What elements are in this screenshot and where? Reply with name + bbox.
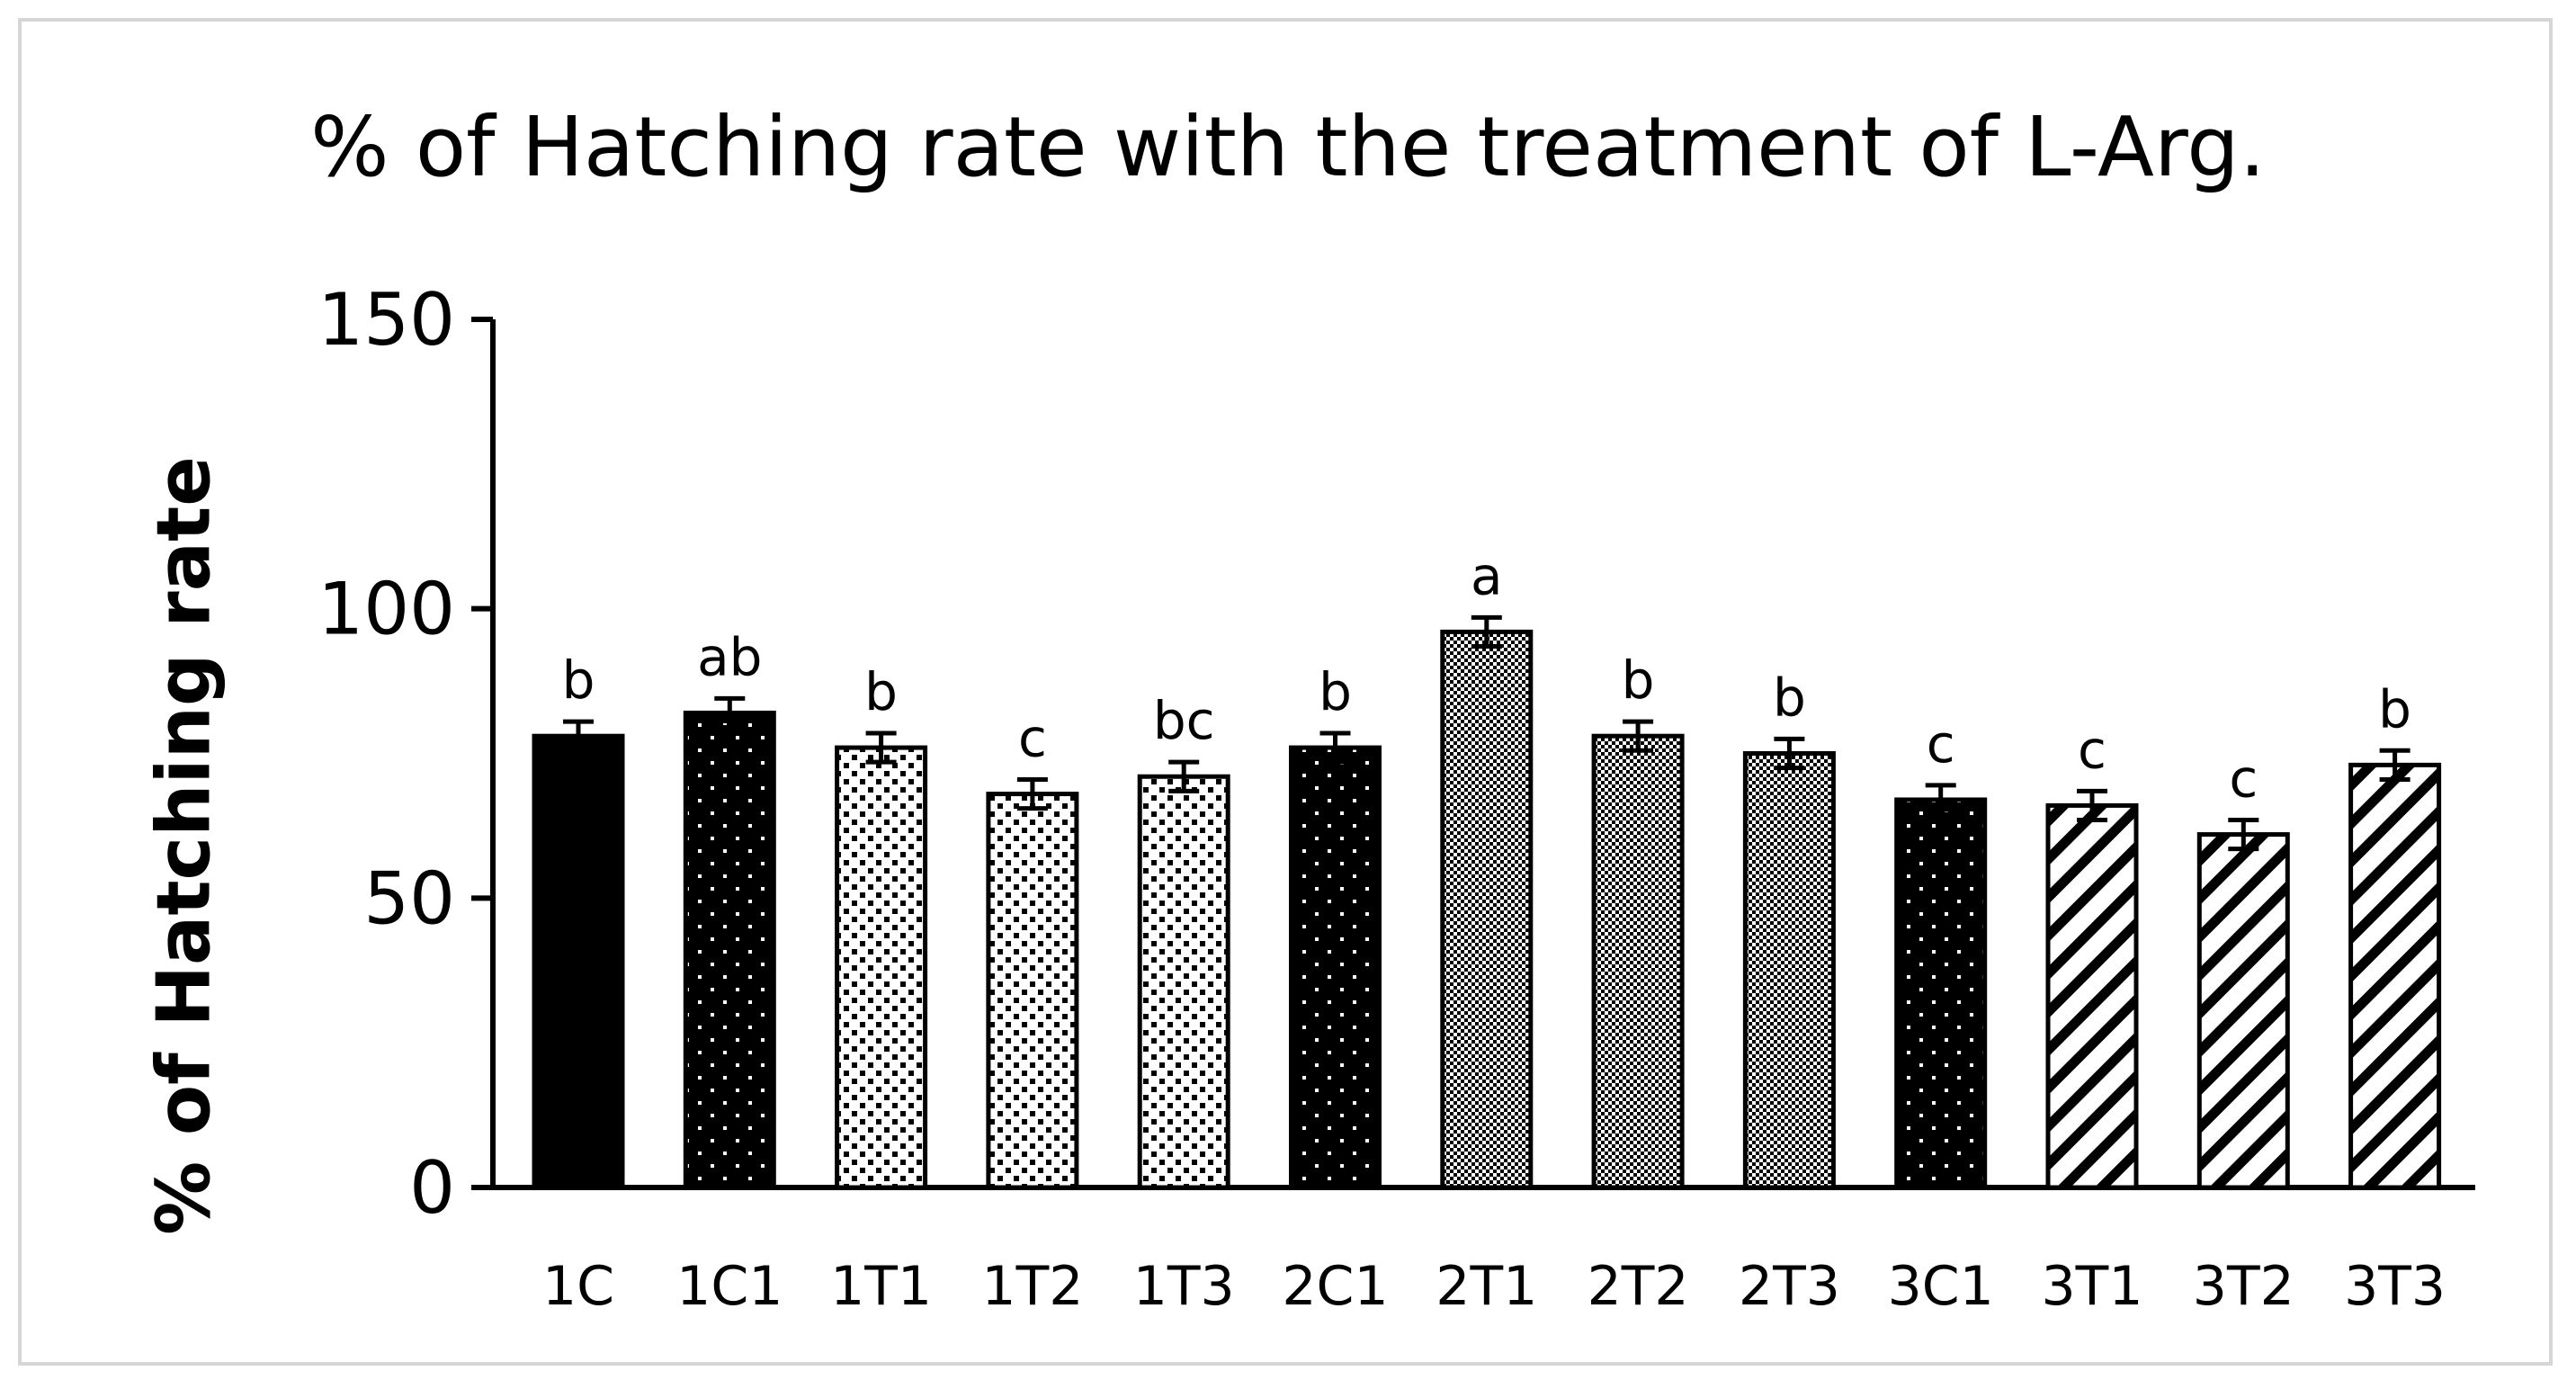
significance-label-1T1: b — [864, 661, 898, 722]
labels: b1Cab1C1b1T1c1T2bc1T3b2C1a2T1b2T2b2T3c3C… — [542, 545, 2446, 1318]
x-tick-label-2T1: 2T1 — [1436, 1255, 1537, 1318]
bar-1T2 — [986, 792, 1079, 1190]
significance-label-2C1: b — [1319, 661, 1352, 722]
bars — [532, 614, 2442, 1190]
y-tick-label: 0 — [409, 1146, 455, 1230]
bar-1C1 — [683, 710, 776, 1190]
bar-3T3 — [2348, 762, 2442, 1190]
y-tick-label: 100 — [318, 568, 455, 651]
x-tick-label-3T2: 3T2 — [2193, 1255, 2294, 1318]
significance-label-3C1: c — [1927, 713, 1955, 775]
significance-label-1C: b — [562, 650, 595, 711]
bar-1C — [532, 733, 625, 1190]
x-tick-label-2C1: 2C1 — [1282, 1255, 1388, 1318]
bar-3C1 — [1894, 797, 1988, 1190]
x-tick-label-3T1: 3T1 — [2042, 1255, 2143, 1318]
significance-label-3T2: c — [2229, 748, 2258, 809]
y-tick-label: 150 — [318, 278, 455, 362]
significance-label-2T3: b — [1773, 667, 1806, 728]
x-tick-label-1T3: 1T3 — [1133, 1255, 1235, 1318]
significance-label-2T1: a — [1471, 545, 1503, 606]
significance-label-1C1: ab — [697, 626, 762, 687]
x-tick-label-1C: 1C — [542, 1255, 614, 1318]
x-tick-label-3C1: 3C1 — [1888, 1255, 1994, 1318]
bar-3T2 — [2196, 832, 2290, 1190]
x-tick-label-2T2: 2T2 — [1588, 1255, 1689, 1318]
bar-2T3 — [1742, 751, 1836, 1190]
bar-1T3 — [1137, 774, 1230, 1190]
significance-label-1T3: bc — [1153, 690, 1215, 751]
x-tick-label-3T3: 3T3 — [2344, 1255, 2446, 1318]
y-tick-label: 50 — [363, 856, 455, 940]
bar-1T1 — [835, 745, 928, 1190]
x-tick-label-1T2: 1T2 — [981, 1255, 1083, 1318]
significance-label-3T1: c — [2078, 719, 2106, 780]
x-tick-label-2T3: 2T3 — [1739, 1255, 1840, 1318]
bar-2T2 — [1591, 733, 1685, 1190]
significance-label-1T2: c — [1018, 707, 1047, 768]
bar-3T1 — [2045, 802, 2139, 1190]
bar-2C1 — [1289, 745, 1382, 1190]
significance-label-3T3: b — [2378, 678, 2411, 739]
bar-2T1 — [1440, 629, 1534, 1190]
axes: 0 50 100 150 — [318, 278, 2475, 1230]
chart-title: % of Hatching rate with the treatment of… — [310, 99, 2266, 195]
x-tick-label-1C1: 1C1 — [676, 1255, 783, 1318]
x-tick-label-1T1: 1T1 — [830, 1255, 932, 1318]
significance-label-2T2: b — [1622, 650, 1655, 711]
